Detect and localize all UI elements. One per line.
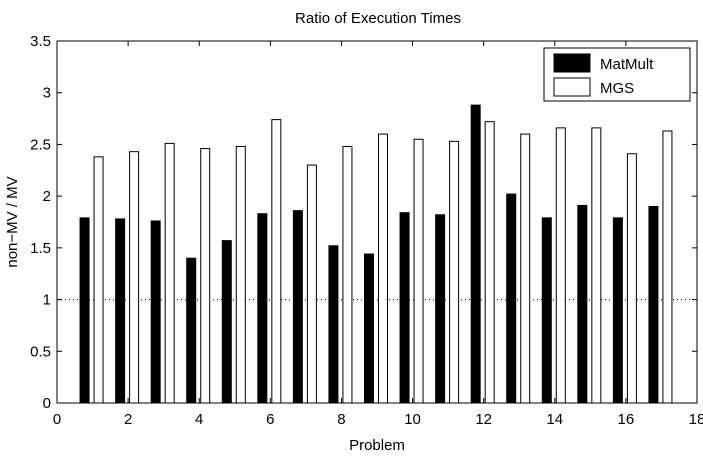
bar-matmult-1 <box>79 217 90 404</box>
bar-mgs-15 <box>591 127 602 404</box>
bar-matmult-3 <box>150 220 161 404</box>
bar-mgs-7 <box>306 164 317 404</box>
legend-swatch-matmult <box>553 53 591 73</box>
bars-group <box>79 104 673 404</box>
bar-mgs-6 <box>271 119 282 404</box>
bar-matmult-13 <box>506 193 517 404</box>
x-tick-label: 14 <box>546 411 563 428</box>
legend-swatch-mgs <box>553 77 591 97</box>
bar-matmult-7 <box>292 210 303 404</box>
y-tick-label: 1 <box>43 292 51 309</box>
bar-matmult-11 <box>435 214 446 404</box>
bar-mgs-3 <box>164 142 175 404</box>
y-axis: 0 0.5 1 1.5 2 2.5 3 3.5 <box>30 33 697 412</box>
bar-matmult-8 <box>328 245 339 404</box>
bar-mgs-5 <box>235 145 246 404</box>
bar-mgs-13 <box>520 133 531 404</box>
chart-title: Ratio of Execution Times <box>295 10 461 27</box>
bar-mgs-9 <box>378 133 388 404</box>
x-tick-label: 6 <box>266 411 274 428</box>
y-tick-label: 0.5 <box>30 343 51 360</box>
bar-mgs-2 <box>129 151 140 404</box>
bar-matmult-4 <box>186 257 197 404</box>
x-tick-label: 10 <box>404 411 421 428</box>
x-tick-label: 4 <box>195 411 203 428</box>
legend-label-mgs: MGS <box>600 80 634 97</box>
bar-matmult-5 <box>221 240 232 404</box>
plot-frame <box>56 40 698 404</box>
bar-mgs-17 <box>662 130 673 404</box>
y-tick-label: 2.5 <box>30 136 51 153</box>
x-tick-label: 0 <box>53 411 61 428</box>
bar-matmult-17 <box>648 205 659 404</box>
x-tick-label: 16 <box>618 411 635 428</box>
bar-matmult-15 <box>577 204 588 404</box>
y-tick-label: 3.5 <box>30 33 51 50</box>
bar-mgs-1 <box>93 156 104 404</box>
y-tick-label: 1.5 <box>30 240 51 257</box>
x-tick-label: 18 <box>689 411 703 428</box>
legend-label-matmult: MatMult <box>600 56 654 73</box>
bar-mgs-10 <box>413 138 424 404</box>
x-axis-label: Problem <box>349 437 405 454</box>
x-axis: 0 2 4 6 8 10 12 14 16 18 <box>53 41 703 428</box>
x-tick-label: 8 <box>337 411 345 428</box>
y-tick-label: 2 <box>43 188 51 205</box>
bar-matmult-9 <box>364 253 374 404</box>
y-tick-label: 0 <box>43 395 51 412</box>
bar-matmult-10 <box>399 212 410 404</box>
y-axis-label: non−MV / MV <box>4 176 21 267</box>
bar-matmult-6 <box>257 213 268 404</box>
bar-matmult-14 <box>541 217 552 404</box>
bar-mgs-14 <box>555 127 566 404</box>
bar-mgs-12 <box>484 121 495 404</box>
bar-matmult-2 <box>115 218 126 404</box>
x-tick-label: 2 <box>124 411 132 428</box>
y-tick-label: 3 <box>43 85 51 102</box>
bar-mgs-4 <box>200 148 211 404</box>
bar-mgs-8 <box>342 145 353 404</box>
legend: MatMult MGS <box>543 47 691 102</box>
bar-mgs-16 <box>626 153 637 404</box>
bar-matmult-16 <box>612 217 623 404</box>
x-tick-label: 12 <box>475 411 492 428</box>
bar-mgs-11 <box>449 140 460 404</box>
bar-matmult-12 <box>470 104 481 404</box>
